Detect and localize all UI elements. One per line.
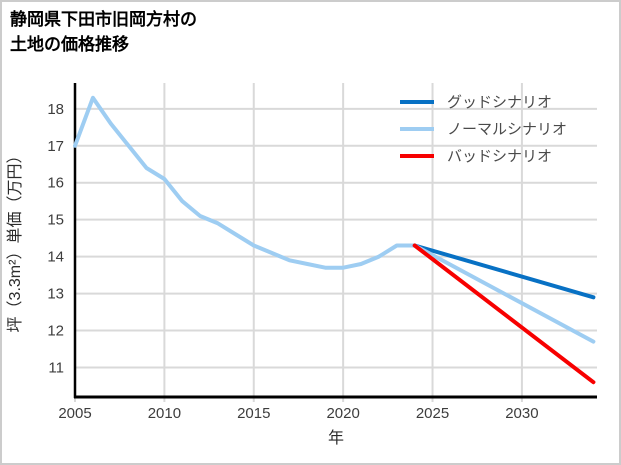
legend-label-ノーマルシナリオ: ノーマルシナリオ <box>447 121 567 138</box>
chart-title-line-1: 静岡県下田市旧岡方村の <box>10 10 197 29</box>
legend-label-バッドシナリオ: バッドシナリオ <box>447 148 552 165</box>
y-axis-label: 坪（3.3m²）単価（万円） <box>6 148 24 333</box>
x-tick-label-2020: 2020 <box>326 405 359 422</box>
y-tick-label-13: 13 <box>47 286 64 303</box>
y-tick-label-11: 11 <box>48 359 64 376</box>
gridlines <box>75 83 597 397</box>
y-tick-label-14: 14 <box>47 249 64 266</box>
x-tick-label-2005: 2005 <box>58 405 91 422</box>
y-tick-label-12: 12 <box>47 323 64 340</box>
legend-label-グッドシナリオ: グッドシナリオ <box>447 94 552 111</box>
series-line-グッドシナリオ <box>412 243 596 300</box>
x-tick-label-2025: 2025 <box>416 405 449 422</box>
x-axis-label: 年 <box>328 429 344 447</box>
chart-title-line-2: 土地の価格推移 <box>10 34 129 54</box>
y-tick-label-15: 15 <box>47 212 64 229</box>
series-line-history <box>73 95 417 270</box>
y-tick-label-18: 18 <box>47 101 64 118</box>
series-line-バッドシナリオ <box>412 243 596 385</box>
chart-title: 静岡県下田市旧岡方村の 土地の価格推移 <box>10 8 197 57</box>
x-tick-label-2030: 2030 <box>505 405 538 422</box>
y-tick-label-17: 17 <box>47 138 64 155</box>
axis-ticks: 2005 2010 2015 2020 2025 2030 11 12 13 14 15 16 17 18 <box>47 101 538 422</box>
series-line-ノーマルシナリオ <box>412 243 596 344</box>
series-lines <box>73 95 596 385</box>
x-tick-label-2010: 2010 <box>148 405 181 422</box>
x-tick-label-2015: 2015 <box>237 405 270 422</box>
y-tick-label-16: 16 <box>47 175 64 192</box>
